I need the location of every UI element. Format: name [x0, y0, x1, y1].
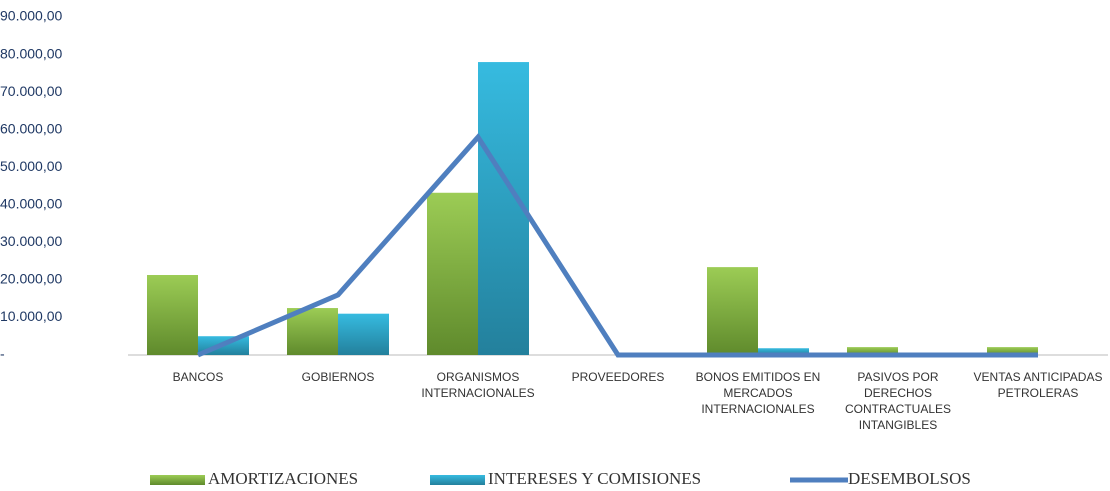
bar	[758, 348, 809, 355]
x-tick-label: PASIVOS POR DERECHOS CONTRACTUALES INTAN…	[844, 370, 951, 432]
legend-label: INTERESES Y COMISIONES	[488, 469, 701, 488]
bar	[707, 267, 758, 355]
bar	[478, 62, 529, 356]
y-tick-label: 20.000,00	[0, 271, 62, 287]
x-tick-label: PROVEEDORES	[571, 370, 665, 384]
bar	[427, 192, 478, 355]
y-tick-label: 50.000,00	[0, 158, 62, 174]
y-tick-label: -	[0, 346, 5, 362]
bar	[338, 313, 389, 355]
x-tick-label: BANCOS	[172, 370, 224, 384]
bar	[287, 308, 338, 355]
y-tick-label: 70.000,00	[0, 83, 62, 99]
bar	[987, 347, 1038, 355]
x-tick-label: BONOS EMITIDOS EN MERCADOS INTERNACIONAL…	[695, 370, 821, 416]
line	[197, 133, 1038, 358]
x-tick-label: VENTAS ANTICIPADAS PETROLERAS	[973, 370, 1103, 400]
x-tick-label: GOBIERNOS	[301, 370, 375, 384]
x-tick-label: ORGANISMOS INTERNACIONALES	[421, 370, 535, 400]
legend-label: AMORTIZACIONES	[208, 469, 358, 488]
y-tick-label: 10.000,00	[0, 308, 62, 324]
y-tick-label: 60.000,00	[0, 120, 62, 136]
bar	[147, 275, 198, 355]
bar	[847, 347, 898, 355]
y-tick-label: 30.000,00	[0, 233, 62, 249]
legend-label: DESEMBOLSOS	[848, 469, 971, 488]
y-tick-label: 90.000,00	[0, 8, 62, 24]
y-tick-label: 80.000,00	[0, 45, 62, 61]
y-tick-label: 40.000,00	[0, 195, 62, 211]
legend-swatch	[150, 475, 205, 485]
legend-swatch	[430, 475, 485, 485]
